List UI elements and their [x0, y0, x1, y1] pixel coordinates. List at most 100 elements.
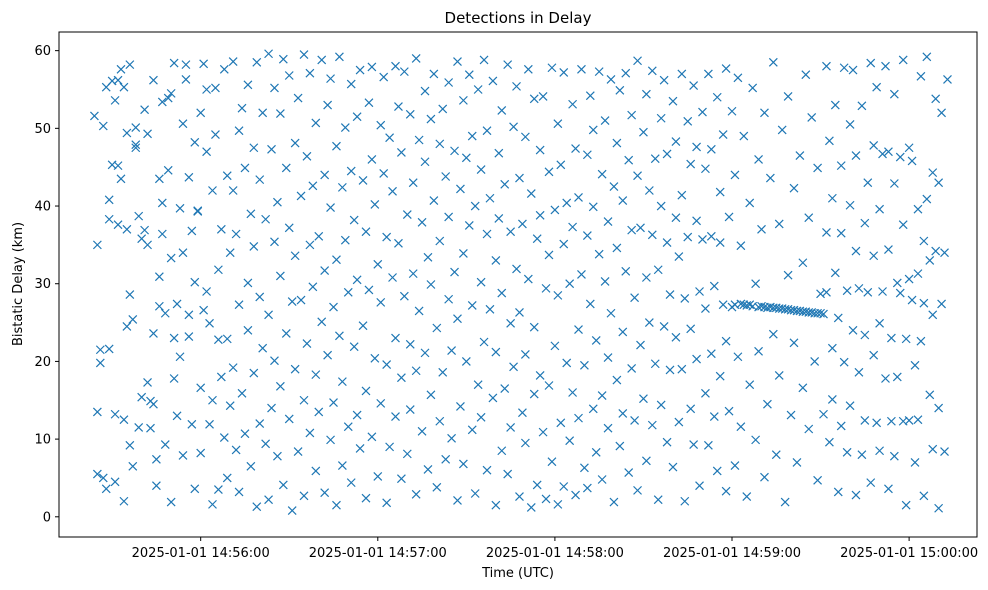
data-point: [435, 416, 445, 426]
data-point: [275, 381, 285, 391]
data-point: [703, 440, 713, 450]
data-point: [724, 212, 734, 222]
data-point: [615, 85, 625, 95]
data-point: [621, 266, 631, 276]
data-point: [456, 184, 465, 194]
data-point: [116, 64, 126, 74]
data-point: [128, 315, 138, 324]
data-point: [701, 388, 710, 398]
data-point: [588, 125, 598, 135]
data-point: [352, 275, 362, 285]
data-point: [146, 423, 155, 433]
data-point: [337, 461, 347, 470]
data-point: [361, 386, 371, 396]
data-point: [816, 289, 825, 299]
y-tick-label: 10: [34, 433, 51, 448]
data-point: [355, 444, 365, 453]
data-point: [881, 374, 890, 383]
data-point: [438, 104, 448, 114]
data-point: [535, 145, 545, 155]
data-point: [175, 352, 185, 362]
data-point: [523, 274, 533, 284]
data-point: [895, 152, 905, 162]
data-point: [240, 163, 250, 173]
data-point: [104, 214, 114, 224]
data-point: [461, 356, 471, 366]
data-point: [928, 310, 938, 320]
data-point: [757, 301, 766, 311]
data-point: [169, 58, 179, 68]
data-point: [432, 323, 442, 333]
data-point: [919, 491, 929, 501]
data-point: [113, 75, 123, 85]
data-point: [709, 412, 719, 422]
y-tick-label: 50: [34, 122, 51, 137]
data-point: [827, 343, 837, 353]
data-point: [878, 287, 887, 296]
data-point: [426, 114, 436, 124]
data-point: [606, 74, 616, 84]
data-point: [810, 356, 820, 366]
data-point: [860, 416, 870, 425]
data-point: [904, 416, 914, 425]
data-point: [149, 75, 158, 85]
data-point: [659, 75, 669, 85]
data-point: [898, 220, 908, 230]
data-point: [485, 193, 495, 203]
data-point: [181, 74, 191, 84]
data-point: [869, 251, 879, 261]
data-point: [577, 269, 586, 279]
data-point: [875, 204, 885, 214]
data-point: [922, 194, 932, 204]
data-point: [630, 416, 640, 425]
data-point: [556, 418, 566, 428]
data-point: [585, 91, 595, 101]
data-point: [352, 112, 362, 122]
data-point: [216, 372, 226, 382]
data-point: [482, 465, 492, 475]
data-point: [494, 148, 504, 158]
data-point: [326, 74, 335, 84]
data-point: [154, 174, 164, 184]
data-point: [464, 221, 474, 230]
data-point: [211, 83, 220, 93]
data-point: [125, 60, 135, 70]
data-point: [332, 141, 341, 151]
plot-points: [89, 49, 952, 516]
data-point: [491, 255, 501, 265]
data-point: [751, 435, 761, 445]
data-point: [807, 113, 817, 122]
data-point: [467, 131, 477, 141]
data-point: [854, 283, 864, 293]
data-point: [196, 448, 206, 458]
data-point: [234, 300, 244, 310]
data-point: [92, 240, 102, 250]
data-point: [278, 480, 288, 490]
data-point: [854, 367, 864, 377]
data-point: [391, 412, 400, 422]
data-point: [423, 464, 433, 474]
data-point: [355, 65, 365, 75]
data-point: [441, 454, 451, 464]
data-point: [346, 478, 356, 488]
data-point: [618, 409, 628, 418]
data-point: [349, 215, 359, 225]
data-point: [762, 399, 772, 409]
data-point: [202, 147, 212, 157]
data-point: [789, 338, 799, 348]
data-point: [621, 68, 631, 78]
data-point: [323, 100, 333, 110]
data-point: [228, 363, 238, 373]
data-point: [884, 484, 893, 494]
data-point: [768, 57, 778, 67]
data-point: [287, 297, 297, 307]
data-point: [526, 503, 536, 512]
data-point: [594, 67, 604, 77]
data-point: [122, 322, 132, 331]
data-point: [633, 171, 642, 181]
data-point: [686, 159, 696, 169]
data-point: [275, 271, 285, 281]
data-point: [408, 269, 418, 279]
data-point: [143, 240, 152, 250]
